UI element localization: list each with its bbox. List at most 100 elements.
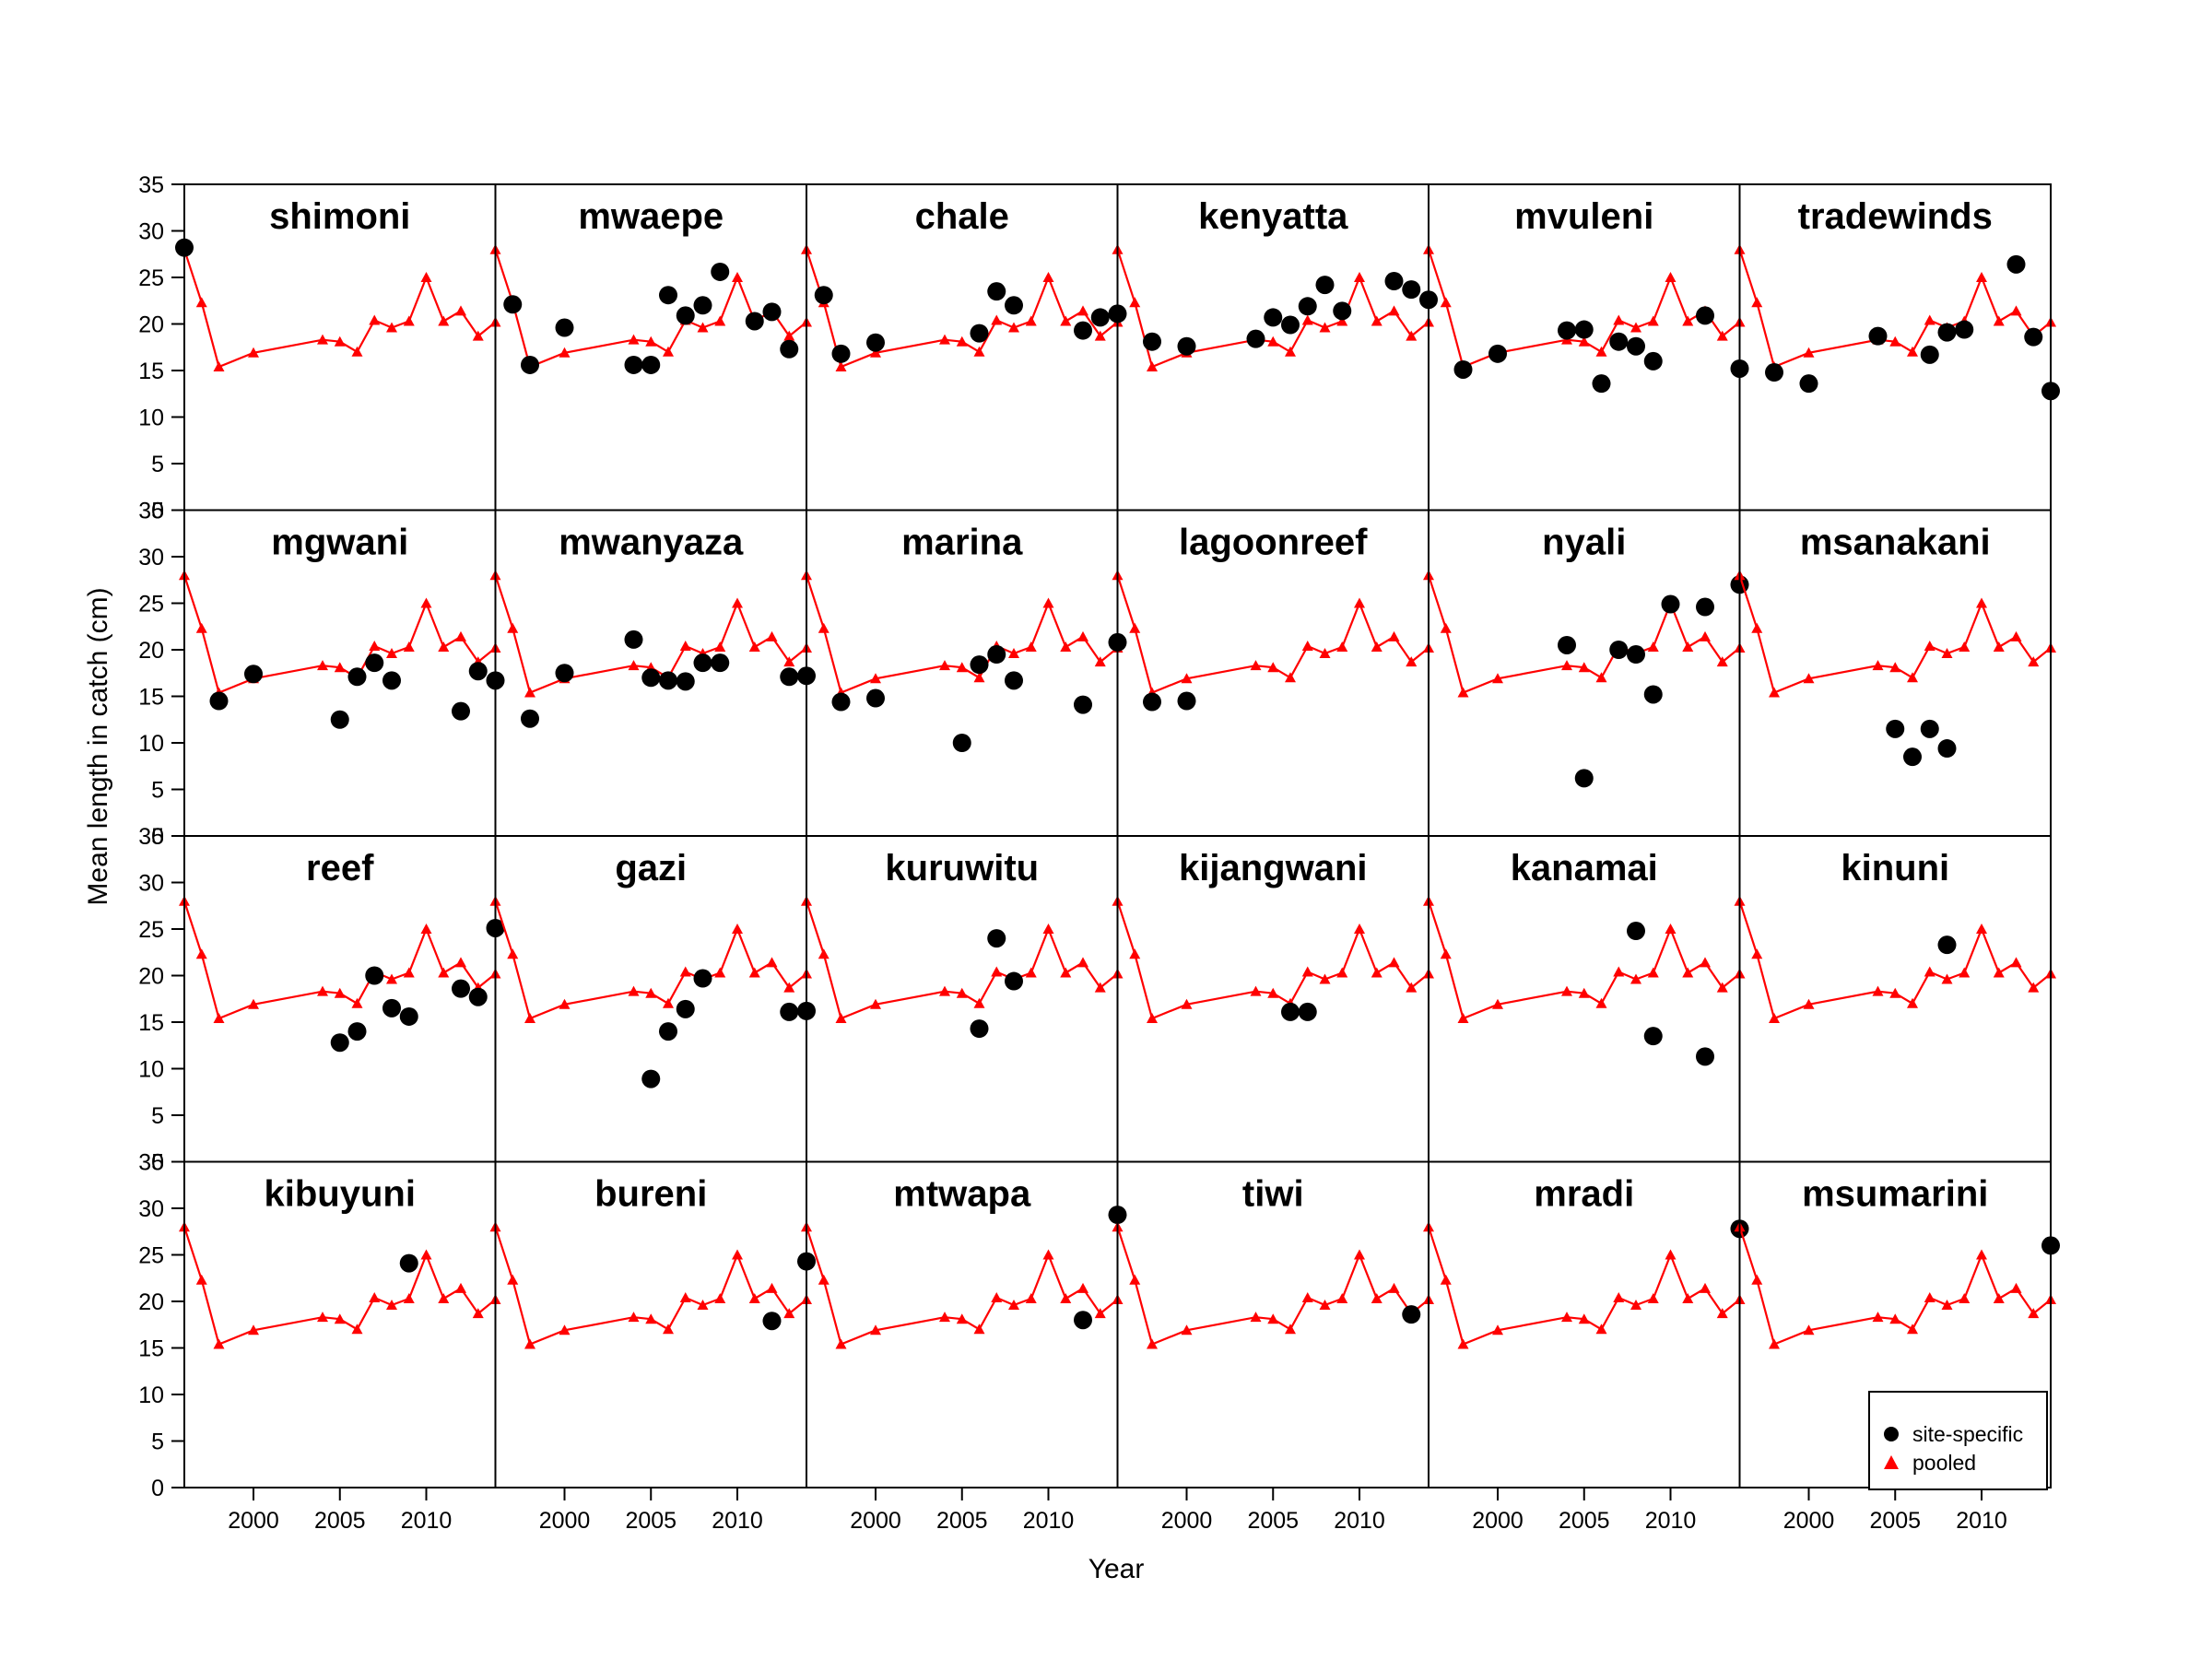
panel-title-msanakani: msanakani bbox=[1800, 523, 1991, 563]
site-specific-point bbox=[659, 1022, 677, 1041]
pooled-point bbox=[1025, 967, 1037, 978]
site-specific-point bbox=[1574, 320, 1594, 339]
pooled-point bbox=[1492, 673, 1503, 684]
pooled-point bbox=[1181, 998, 1193, 1009]
site-specific-point bbox=[1074, 1311, 1092, 1330]
y-tick-label: 10 bbox=[138, 731, 164, 757]
site-specific-point bbox=[1177, 336, 1196, 356]
site-specific-point bbox=[1643, 685, 1663, 704]
pooled-point bbox=[1354, 1249, 1365, 1260]
y-tick-label: 35 bbox=[138, 172, 164, 198]
site-specific-point bbox=[382, 998, 401, 1018]
pooled-point bbox=[351, 346, 363, 357]
pooled-point bbox=[472, 1308, 484, 1319]
pooled-point bbox=[1129, 297, 1141, 308]
site-specific-point bbox=[676, 999, 695, 1018]
panel-title-mradi: mradi bbox=[1534, 1174, 1634, 1215]
site-specific-point bbox=[1955, 320, 1974, 339]
panel-bureni: bureni bbox=[489, 1174, 816, 1349]
pooled-point bbox=[1751, 1274, 1763, 1285]
pooled-point bbox=[1647, 1292, 1659, 1303]
pooled-point bbox=[2010, 1282, 2022, 1293]
site-specific-point bbox=[555, 318, 574, 337]
y-tick-label: 35 bbox=[138, 824, 164, 850]
pooled-point bbox=[956, 1313, 968, 1324]
pooled-point bbox=[679, 1291, 691, 1302]
pooled-point bbox=[1181, 1324, 1193, 1335]
pooled-point bbox=[351, 997, 363, 1008]
pooled-point bbox=[1630, 322, 1641, 333]
site-specific-point bbox=[1920, 345, 1939, 364]
pooled-point bbox=[1301, 966, 1313, 977]
pooled-point bbox=[1354, 597, 1365, 608]
y-tick-label: 20 bbox=[138, 1289, 164, 1315]
pooled-point bbox=[1077, 1282, 1088, 1293]
pooled-point bbox=[317, 334, 328, 345]
pooled-point bbox=[1941, 648, 1953, 659]
pooled-point bbox=[1751, 622, 1763, 633]
site-specific-point bbox=[1074, 321, 1092, 340]
pooled-point bbox=[714, 1292, 726, 1303]
legend-marker-pooled bbox=[1884, 1455, 1899, 1469]
pooled-point bbox=[783, 1308, 795, 1319]
site-specific-point bbox=[641, 1069, 661, 1088]
y-axis-title: Mean length in catch (cm) bbox=[83, 587, 113, 905]
pooled-point bbox=[991, 966, 1003, 977]
pooled-point bbox=[1336, 315, 1348, 326]
pooled-point bbox=[645, 335, 657, 347]
site-specific-point bbox=[365, 966, 384, 985]
site-specific-point bbox=[1298, 297, 1317, 316]
pooled-point bbox=[1060, 967, 1072, 978]
pooled-point bbox=[1354, 272, 1365, 282]
panel-title-shimoni: shimoni bbox=[269, 196, 410, 237]
pooled-point bbox=[507, 948, 519, 959]
pooled-point bbox=[1440, 948, 1452, 959]
pooled-point bbox=[1094, 330, 1106, 341]
pooled-point bbox=[1129, 948, 1141, 959]
pooled-point bbox=[991, 314, 1003, 325]
panel-kuruwitu: kuruwitu bbox=[801, 848, 1124, 1039]
y-tick-label: 5 bbox=[151, 778, 164, 804]
pooled-point bbox=[645, 987, 657, 998]
pooled-point bbox=[1492, 998, 1503, 1009]
pooled-point bbox=[1319, 322, 1331, 333]
pooled-point bbox=[1301, 640, 1313, 651]
pooled-point bbox=[438, 315, 450, 326]
x-tick-label: 2005 bbox=[625, 1508, 677, 1534]
pooled-point bbox=[1336, 1292, 1348, 1303]
pooled-point bbox=[455, 1282, 466, 1293]
panel-title-kibuyuni: kibuyuni bbox=[265, 1174, 416, 1215]
pooled-point bbox=[1630, 1300, 1641, 1311]
panel-title-bureni: bureni bbox=[594, 1174, 707, 1215]
site-specific-point bbox=[1643, 351, 1663, 371]
panel-tiwi: tiwi bbox=[1112, 1174, 1434, 1349]
pooled-point bbox=[1907, 346, 1918, 357]
pooled-point bbox=[973, 346, 985, 357]
pooled-point bbox=[1924, 1291, 1936, 1302]
pooled-point bbox=[1077, 630, 1088, 641]
y-tick-label: 35 bbox=[138, 499, 164, 524]
pooled-point bbox=[766, 630, 778, 641]
site-specific-point bbox=[970, 324, 989, 343]
pooled-point bbox=[939, 660, 950, 671]
y-tick-label: 25 bbox=[138, 1243, 164, 1269]
y-tick-label: 15 bbox=[138, 685, 164, 711]
pooled-point bbox=[317, 660, 328, 671]
site-specific-point bbox=[780, 339, 799, 359]
pooled-point bbox=[1613, 966, 1625, 977]
pooled-point bbox=[1250, 985, 1262, 996]
site-specific-point bbox=[1264, 308, 1283, 327]
site-specific-point bbox=[244, 665, 263, 684]
pooled-point bbox=[1769, 1338, 1780, 1349]
x-tick-label: 2000 bbox=[228, 1508, 279, 1534]
panel-title-mwaepe: mwaepe bbox=[578, 196, 724, 237]
site-specific-point bbox=[1453, 359, 1473, 379]
site-specific-point bbox=[693, 969, 712, 988]
pooled-point bbox=[1976, 924, 1987, 934]
pooled-point bbox=[1872, 660, 1884, 671]
pooled-point bbox=[1751, 297, 1763, 308]
pooled-point bbox=[697, 322, 709, 333]
pooled-point bbox=[1267, 1313, 1279, 1324]
pooled-point bbox=[1025, 641, 1037, 652]
